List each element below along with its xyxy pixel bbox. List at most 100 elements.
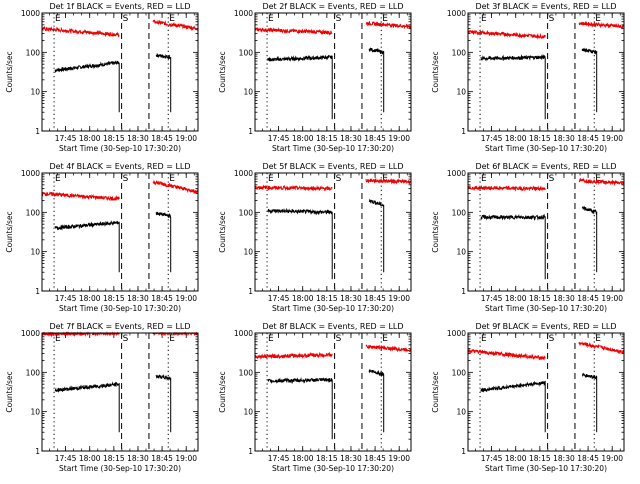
x-axis-label: Start Time (30-Sep-10 17:30:20) (272, 144, 394, 153)
series-events-trace (155, 211, 172, 273)
x-tick-label: 18:30 (340, 454, 362, 463)
marker-label-s: S (123, 334, 129, 344)
series-lld-trace (152, 19, 199, 32)
y-tick-label: 10 (243, 88, 253, 97)
x-tick-label: 18:15 (529, 294, 551, 303)
x-tick-label: 19:00 (175, 454, 197, 463)
marker-label-e: E (268, 174, 274, 184)
marker-label-e: E (382, 334, 388, 344)
panel-det-5f: Det 5f BLACK = Events, RED = LLD Counts/s… (218, 162, 412, 313)
x-tick-label: 17:45 (55, 454, 77, 463)
x-tick-label: 18:45 (577, 134, 599, 143)
x-tick-label: 17:45 (268, 294, 290, 303)
series-lld-trace (41, 191, 120, 202)
marker-label-e: E (481, 334, 487, 344)
marker-label-e: E (595, 334, 601, 344)
y-tick-label: 1 (35, 287, 40, 296)
y-tick-label: 1 (248, 447, 253, 456)
x-axis-label: Start Time (30-Sep-10 17:30:20) (485, 304, 607, 313)
y-tick-label: 100 (239, 368, 254, 377)
x-tick-label: 18:15 (316, 294, 338, 303)
plot-frame (254, 172, 412, 292)
marker-label-e: E (268, 334, 274, 344)
x-tick-label: 18:45 (364, 134, 386, 143)
x-tick-label: 17:45 (268, 454, 290, 463)
y-tick-label: 1 (461, 447, 466, 456)
x-tick-label: 18:45 (364, 454, 386, 463)
y-tick-label: 10 (456, 408, 466, 417)
x-tick-label: 18:00 (292, 134, 314, 143)
x-axis-label: Start Time (30-Sep-10 17:30:20) (59, 464, 181, 473)
y-tick-label: 10 (456, 88, 466, 97)
y-tick-label: 100 (239, 208, 254, 217)
x-tick-label: 19:00 (388, 134, 410, 143)
series-events-trace (368, 47, 385, 113)
y-tick-label: 1000 (21, 169, 40, 178)
x-tick-label: 17:45 (481, 454, 503, 463)
marker-label-e: E (382, 14, 388, 24)
x-tick-label: 19:00 (601, 454, 623, 463)
y-tick-label: 1000 (234, 329, 253, 338)
series-lld-trace (578, 177, 625, 187)
x-tick-label: 18:45 (577, 294, 599, 303)
panel-title: Det 8f BLACK = Events, RED = LLD (262, 322, 403, 331)
x-tick-label: 19:00 (601, 294, 623, 303)
x-tick-label: 18:45 (151, 134, 173, 143)
panel-det-6f: Det 6f BLACK = Events, RED = LLD Counts/s… (431, 162, 625, 313)
panel-det-2f: Det 2f BLACK = Events, RED = LLD Counts/s… (218, 2, 412, 153)
panel-title: Det 6f BLACK = Events, RED = LLD (475, 162, 616, 171)
x-tick-label: 19:00 (601, 134, 623, 143)
series-events-trace (155, 53, 172, 113)
y-tick-label: 1000 (234, 169, 253, 178)
series-events-trace (54, 381, 120, 433)
y-tick-label: 1 (461, 287, 466, 296)
y-tick-label: 1000 (21, 329, 40, 338)
x-tick-label: 18:30 (127, 134, 149, 143)
y-axis-label: Counts/sec (5, 51, 14, 92)
y-tick-label: 1 (248, 127, 253, 136)
series-lld-trace (254, 184, 333, 192)
x-tick-label: 18:00 (79, 294, 101, 303)
series-lld-trace (578, 21, 625, 30)
series-events-trace (267, 54, 333, 120)
x-tick-label: 17:45 (55, 134, 77, 143)
panel-title: Det 3f BLACK = Events, RED = LLD (475, 2, 616, 11)
series-lld-trace (41, 25, 120, 38)
marker-label-s: S (336, 174, 342, 184)
y-tick-label: 100 (452, 208, 467, 217)
series-lld-trace (467, 184, 546, 192)
marker-label-e: E (169, 174, 175, 184)
plot-frame (254, 332, 412, 452)
x-tick-label: 18:30 (553, 134, 575, 143)
y-tick-label: 100 (239, 48, 254, 57)
x-tick-label: 17:45 (481, 134, 503, 143)
marker-label-e: E (481, 14, 487, 24)
x-axis-label: Start Time (30-Sep-10 17:30:20) (59, 144, 181, 153)
x-tick-label: 17:45 (268, 134, 290, 143)
y-tick-label: 1000 (447, 9, 466, 18)
series-lld-trace (467, 348, 546, 361)
marker-label-e: E (481, 174, 487, 184)
y-tick-label: 1 (35, 447, 40, 456)
plot-frame (41, 172, 199, 292)
series-lld-trace (254, 26, 333, 36)
x-tick-label: 18:30 (553, 454, 575, 463)
marker-label-e: E (55, 334, 61, 344)
y-axis-label: Counts/sec (5, 371, 14, 412)
marker-label-e: E (55, 174, 61, 184)
y-axis-label: Counts/sec (218, 371, 227, 412)
y-axis-label: Counts/sec (218, 51, 227, 92)
marker-label-e: E (169, 14, 175, 24)
y-tick-label: 1000 (234, 9, 253, 18)
x-tick-label: 18:15 (316, 134, 338, 143)
panel-title: Det 7f BLACK = Events, RED = LLD (49, 322, 190, 331)
marker-label-e: E (382, 174, 388, 184)
panel-det-8f: Det 8f BLACK = Events, RED = LLD Counts/s… (218, 322, 412, 473)
series-lld-trace (365, 20, 412, 30)
series-lld-trace (152, 179, 199, 195)
x-tick-label: 18:00 (292, 294, 314, 303)
x-axis-label: Start Time (30-Sep-10 17:30:20) (272, 304, 394, 313)
panel-title: Det 5f BLACK = Events, RED = LLD (262, 162, 403, 171)
